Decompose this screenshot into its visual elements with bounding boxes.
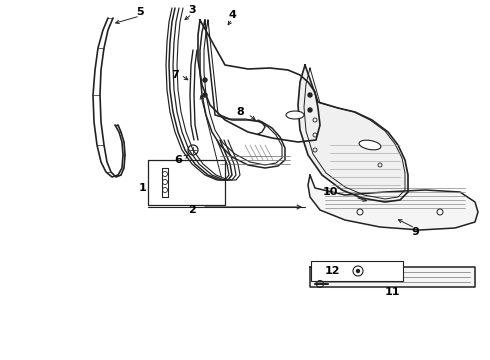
Circle shape [308, 108, 312, 112]
Text: 11: 11 [384, 287, 400, 297]
Text: 3: 3 [188, 5, 196, 15]
FancyBboxPatch shape [311, 261, 403, 281]
Text: 4: 4 [228, 10, 236, 20]
Ellipse shape [286, 111, 304, 119]
Text: 2: 2 [188, 205, 196, 215]
Text: 12: 12 [324, 266, 340, 276]
Text: 1: 1 [139, 183, 147, 193]
Text: 8: 8 [236, 107, 244, 117]
Text: 7: 7 [171, 70, 179, 80]
Polygon shape [310, 267, 475, 287]
Circle shape [203, 93, 207, 97]
Circle shape [357, 270, 360, 273]
Text: 6: 6 [174, 155, 182, 165]
Text: 9: 9 [411, 227, 419, 237]
Polygon shape [298, 65, 408, 202]
Polygon shape [308, 175, 478, 230]
Circle shape [308, 93, 312, 97]
Ellipse shape [359, 140, 381, 150]
Circle shape [203, 78, 207, 82]
Text: 10: 10 [322, 187, 338, 197]
Text: 5: 5 [136, 7, 144, 17]
